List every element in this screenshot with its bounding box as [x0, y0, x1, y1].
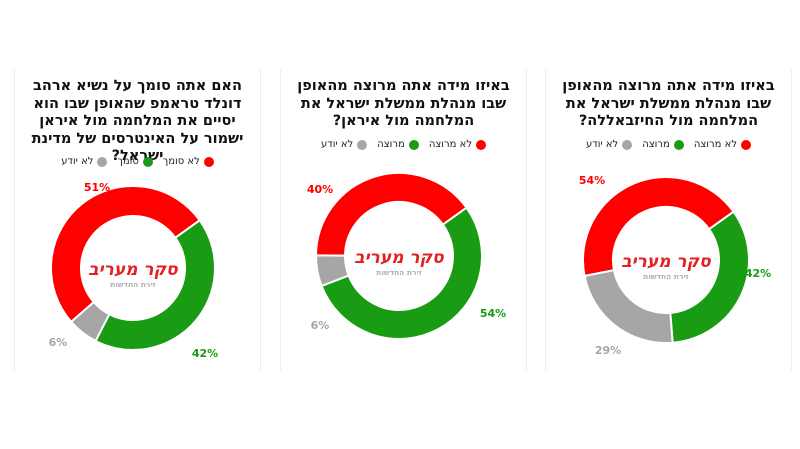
data-label-dont-know: 29%: [595, 344, 621, 357]
data-label-satisfied: 42%: [745, 267, 771, 280]
slice-gray: [69, 300, 111, 343]
slice-green: [94, 218, 216, 351]
chart-title: באיזו מידה אתה מרוצה מהאופן שבו מנהלת ממ…: [562, 78, 775, 129]
survey-logo: סקר מעריב זירת החדשות: [354, 248, 445, 277]
legend-item-satisfied: מרוצה: [377, 139, 419, 150]
slice-red: [582, 176, 735, 278]
legend-item-support: סומך: [117, 156, 153, 167]
logo-text: סקר מעריב: [354, 248, 445, 268]
logo-text: סקר מעריב: [621, 252, 712, 272]
chart-panel-2: באיזו מידה אתה מרוצה מהאופן שבו מנהלת ממ…: [280, 70, 527, 370]
slice-gray: [583, 269, 674, 344]
legend-swatch-icon: [97, 156, 108, 167]
legend-item-not-satisfied: לא מרוצה: [694, 139, 752, 150]
legend-swatch-icon: [357, 139, 368, 150]
logo-subtext: זירת החדשות: [376, 268, 422, 277]
donut-chart: סקר מעריב זירת החדשות 51% 42% 6%: [49, 181, 219, 360]
legend: לא מרוצה מרוצה לא יודע: [281, 139, 526, 150]
donut-chart: סקר מעריב זירת החדשות 40% 54% 6%: [307, 172, 506, 340]
legend: לא סומך סומך לא יודע: [15, 156, 260, 167]
legend-item-not-satisfied: לא מרוצה: [429, 139, 487, 150]
slice-gray: [315, 254, 350, 288]
data-label-dont-know: 6%: [49, 336, 68, 349]
logo-subtext: זירת החדשות: [643, 272, 689, 281]
legend-swatch-icon: [142, 156, 153, 167]
legend-swatch-icon: [408, 139, 419, 150]
data-label-not-satisfied: 54%: [579, 174, 605, 187]
chart-panel-1: האם אתה סומך על נשיא ארהב דונלד טראמפ שה…: [14, 70, 261, 370]
slice-green: [320, 206, 483, 340]
data-label-not-satisfied: 40%: [307, 183, 333, 196]
legend-swatch-icon: [622, 139, 633, 150]
slice-red: [314, 172, 468, 257]
survey-logo: סקר מעריב זירת החדשות: [621, 252, 712, 281]
slice-green: [669, 210, 750, 344]
legend: לא מרוצה מרוצה לא יודע: [546, 139, 791, 150]
data-label-dont-know: 6%: [311, 319, 330, 332]
legend-item-dont-know: לא יודע: [321, 139, 368, 150]
legend-item-not-support: לא סומך: [163, 156, 214, 167]
legend-item-dont-know: לא יודע: [586, 139, 633, 150]
data-label-support: 42%: [192, 347, 218, 360]
slice-red: [49, 185, 202, 324]
data-label-not-support: 51%: [84, 181, 110, 194]
survey-logo: סקר מעריב זירת החדשות: [88, 260, 179, 289]
donut-chart: סקר מעריב זירת החדשות 54% 42% 29%: [579, 174, 771, 357]
chart-title: באיזו מידה אתה מרוצה מהאופן שבו מנהלת ממ…: [297, 78, 510, 129]
legend-item-dont-know: לא יודע: [61, 156, 108, 167]
legend-item-satisfied: מרוצה: [642, 139, 684, 150]
legend-swatch-icon: [673, 139, 684, 150]
legend-swatch-icon: [203, 156, 214, 167]
chart-title: האם אתה סומך על נשיא ארהב דונלד טראמפ שה…: [31, 78, 244, 164]
legend-swatch-icon: [741, 139, 752, 150]
chart-panel-3: באיזו מידה אתה מרוצה מהאופן שבו מנהלת ממ…: [545, 70, 792, 370]
logo-subtext: זירת החדשות: [110, 280, 156, 289]
legend-swatch-icon: [476, 139, 487, 150]
logo-text: סקר מעריב: [88, 260, 179, 280]
data-label-satisfied: 54%: [480, 307, 506, 320]
